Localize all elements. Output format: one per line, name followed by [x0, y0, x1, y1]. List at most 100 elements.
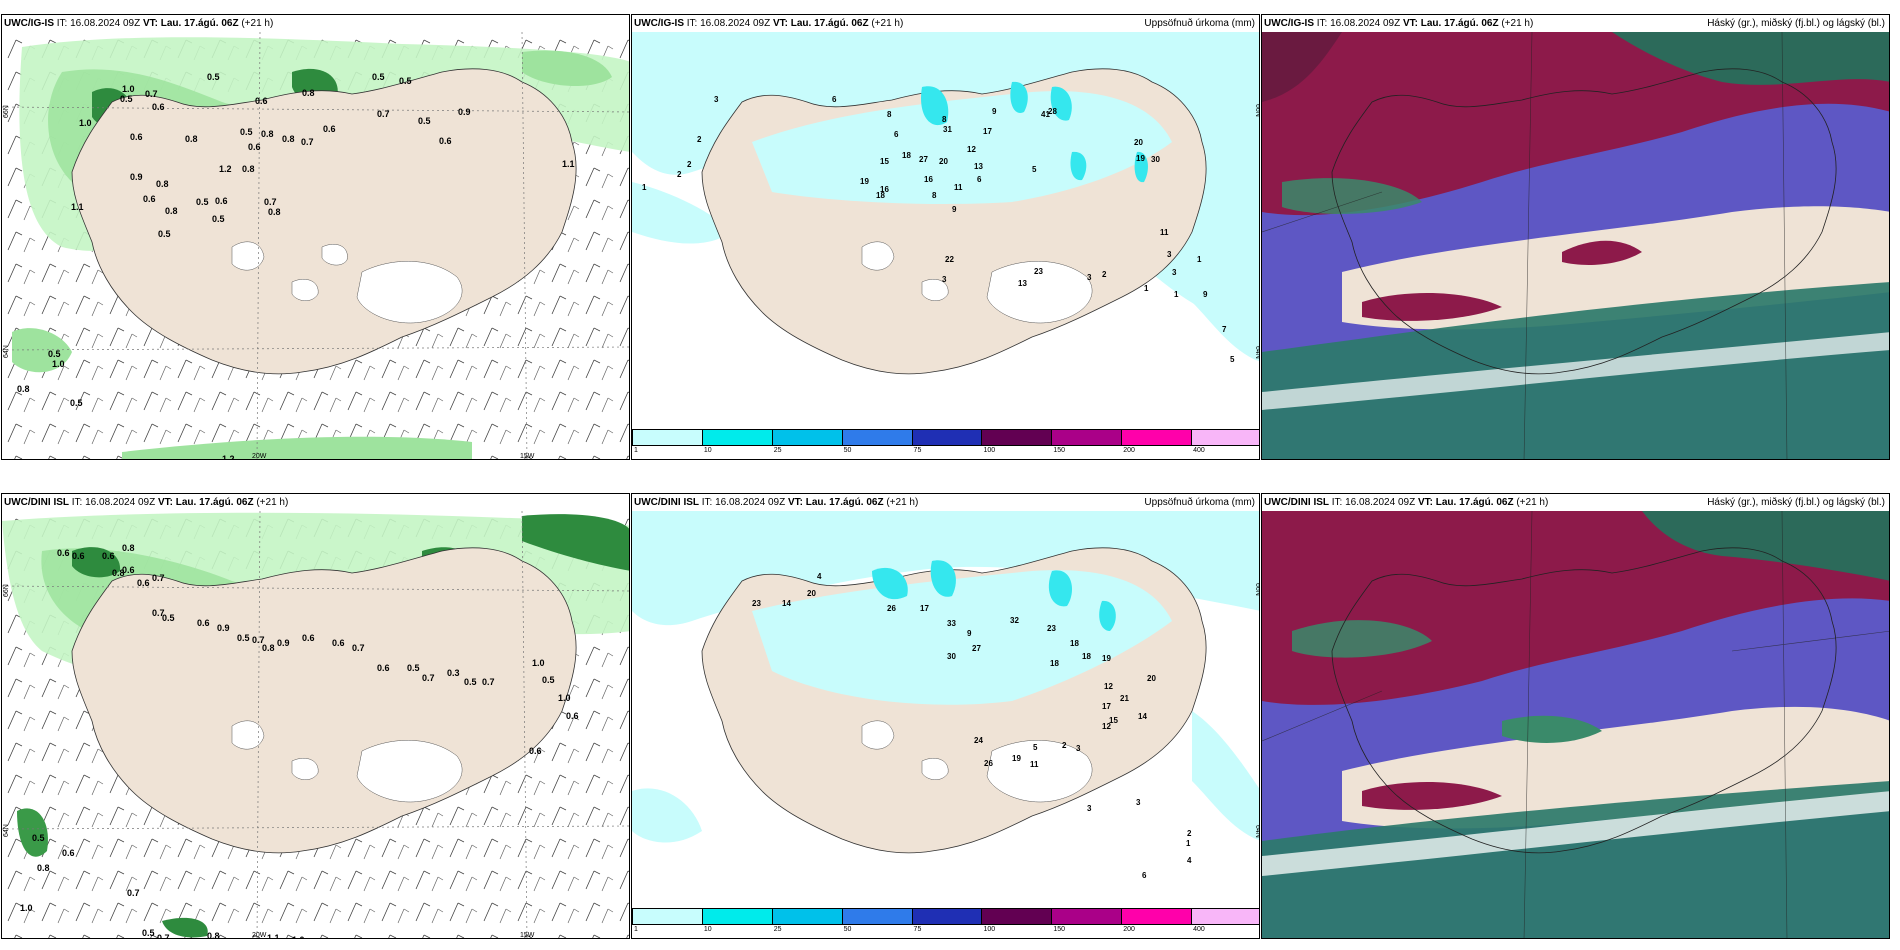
map-value-label: 7 — [1222, 325, 1227, 334]
lat-label-66n: 66N — [3, 584, 10, 597]
map-value-label: 0.7 — [264, 197, 277, 207]
map-value-label: 0.6 — [529, 746, 542, 756]
colorbar-tick: 50 — [843, 926, 852, 933]
map-value-label: 20 — [939, 157, 948, 166]
colorbar-swatch — [632, 429, 703, 446]
map-value-label: 1.0 — [20, 903, 33, 913]
map-value-label: 0.6 — [102, 551, 115, 561]
cloud-map[interactable] — [1262, 32, 1889, 459]
map-value-label: 17 — [920, 604, 929, 613]
colorbar-tick: 75 — [913, 447, 922, 454]
colorbar-swatch — [1051, 908, 1123, 925]
map-value-label: 19 — [1012, 754, 1021, 763]
map-value-label: 4 — [1187, 856, 1192, 865]
map-value-label: 18 — [1050, 659, 1059, 668]
map-value-label: 20 — [807, 589, 816, 598]
panel-header: UWC/DINI ISL IT: 16.08.2024 09Z VT: Lau.… — [1262, 494, 1889, 511]
map-value-label: 0.6 — [377, 663, 390, 673]
map-value-label: 2 — [687, 160, 692, 169]
lon-label-15w: 15W — [520, 932, 535, 939]
panel-title: Uppsöfnuð úrkoma (mm) — [1144, 497, 1255, 508]
map-value-label: 5 — [1033, 743, 1038, 752]
valid-time: VT: Lau. 17.ágú. 06Z — [787, 497, 884, 508]
map-value-label: 1 — [1186, 839, 1191, 848]
colorbar-swatch — [1121, 908, 1193, 925]
lead-time: (+21 h) — [1501, 18, 1534, 29]
precip-map[interactable]: 66N 64N 1 2 2 2 3 6 8 6 8 9 15 31 41 28 17 20 19 30 18 27 20… — [632, 32, 1259, 429]
map-value-label: 3 — [1167, 250, 1172, 259]
panel-title: Háský (gr.), miðský (fj.bl.) og lágský (… — [1707, 18, 1885, 29]
panel-header: UWC/DINI ISL IT: 16.08.2024 09Z VT: Lau.… — [2, 494, 629, 511]
map-value-label: 0.7 — [377, 109, 390, 119]
panel-title: Uppsöfnuð úrkoma (mm) — [1144, 18, 1255, 29]
model-name: UWC/IG-IS — [1264, 18, 1314, 29]
map-value-label: 1.0 — [52, 359, 65, 369]
map-value-label: 3 — [1172, 268, 1177, 277]
map-value-label: 0.7 — [145, 89, 158, 99]
map-value-label: 20 — [1134, 138, 1143, 147]
colorbar-swatch — [771, 908, 843, 925]
map-value-label: 0.7 — [157, 933, 170, 939]
map-value-label: 22 — [945, 255, 954, 264]
panel-header: UWC/IG-IS IT: 16.08.2024 09Z VT: Lau. 17… — [1262, 15, 1889, 32]
map-value-label: 0.5 — [196, 197, 209, 207]
wind-rain-map[interactable]: 20W 15W 66N 64N 0.5 0.6 0.8 0.5 0.5 1.0 0.7 0.6… — [2, 32, 629, 460]
panel-header: UWC/IG-IS IT: 16.08.2024 09Z VT: Lau. 17… — [2, 15, 629, 32]
map-value-label: 1 — [1197, 255, 1202, 264]
map-value-label: 0.8 — [37, 863, 50, 873]
map-value-label: 2 — [697, 135, 702, 144]
map-value-label: 0.5 — [407, 663, 420, 673]
map-value-label: 0.6 — [152, 102, 165, 112]
colorbar-swatch — [701, 429, 773, 446]
map-value-label: 0.6 — [215, 196, 228, 206]
map-value-label: 1.1 — [71, 202, 84, 212]
valid-time: VT: Lau. 17.ágú. 06Z — [157, 497, 254, 508]
map-value-label: 9 — [952, 205, 957, 214]
precip-map[interactable]: 66N 64N 4 23 14 20 26 17 33 9 27 30 32 23 18 18 18 19 20… — [632, 511, 1259, 908]
map-value-label: 0.8 — [122, 543, 135, 553]
map-value-label: 0.5 — [158, 229, 171, 239]
map-value-label: 1.0 — [292, 935, 305, 939]
init-time: IT: 16.08.2024 09Z — [71, 497, 156, 508]
map-value-label: 3 — [714, 95, 719, 104]
map-value-label: 0.5 — [372, 72, 385, 82]
lat-label-64n: 64N — [3, 345, 10, 358]
colorbar-swatch — [1121, 429, 1193, 446]
map-value-label: 32 — [1010, 616, 1019, 625]
map-value-label: 17 — [1102, 702, 1111, 711]
init-time: IT: 16.08.2024 09Z — [56, 18, 141, 29]
map-value-label: 18 — [1082, 652, 1091, 661]
map-value-label: 19 — [1136, 154, 1145, 163]
panel-top-precip: UWC/IG-IS IT: 16.08.2024 09Z VT: Lau. 17… — [631, 14, 1260, 460]
map-value-label: 11 — [954, 183, 963, 192]
map-value-label: 6 — [1142, 871, 1147, 880]
map-value-label: 0.6 — [302, 633, 315, 643]
colorbar-row — [632, 908, 1259, 926]
map-value-label: 27 — [919, 155, 928, 164]
map-value-label: 9 — [967, 629, 972, 638]
wind-rain-map[interactable]: 20W 15W 66N 64N 0.6 0.6 0.6 0.8 0.6 0.7 0.8 0.6… — [2, 511, 629, 939]
init-time: IT: 16.08.2024 09Z — [1316, 18, 1401, 29]
map-value-label: 8 — [942, 115, 947, 124]
map-value-label: 31 — [943, 125, 952, 134]
lon-label-20w: 20W — [252, 453, 267, 460]
panel-title: Háský (gr.), miðský (fj.bl.) og lágský (… — [1707, 497, 1885, 508]
lead-time: (+21 h) — [256, 497, 289, 508]
cloud-map[interactable] — [1262, 511, 1889, 938]
model-name: UWC/IG-IS — [4, 18, 54, 29]
colorbar-tick: 10 — [703, 926, 712, 933]
map-value-label: 4 — [817, 572, 822, 581]
map-value-label: 0.9 — [458, 107, 471, 117]
panel-top-wind-rain: UWC/IG-IS IT: 16.08.2024 09Z VT: Lau. 17… — [1, 14, 630, 460]
map-value-label: 0.8 — [262, 643, 275, 653]
map-value-label: 0.6 — [122, 565, 135, 575]
map-value-label: 19 — [1102, 654, 1111, 663]
map-value-label: 3 — [1136, 798, 1141, 807]
map-value-label: 3 — [1087, 273, 1092, 282]
map-value-label: 28 — [1048, 107, 1057, 116]
rain-labels: 0.6 0.6 0.60.80.6 0.70.80.60.70.5 0.6 0.90.5 0… — [20, 543, 579, 939]
colorbar-tick: 25 — [773, 447, 782, 454]
map-value-label: 0.5 — [237, 633, 250, 643]
map-value-label: 1 — [1174, 290, 1179, 299]
